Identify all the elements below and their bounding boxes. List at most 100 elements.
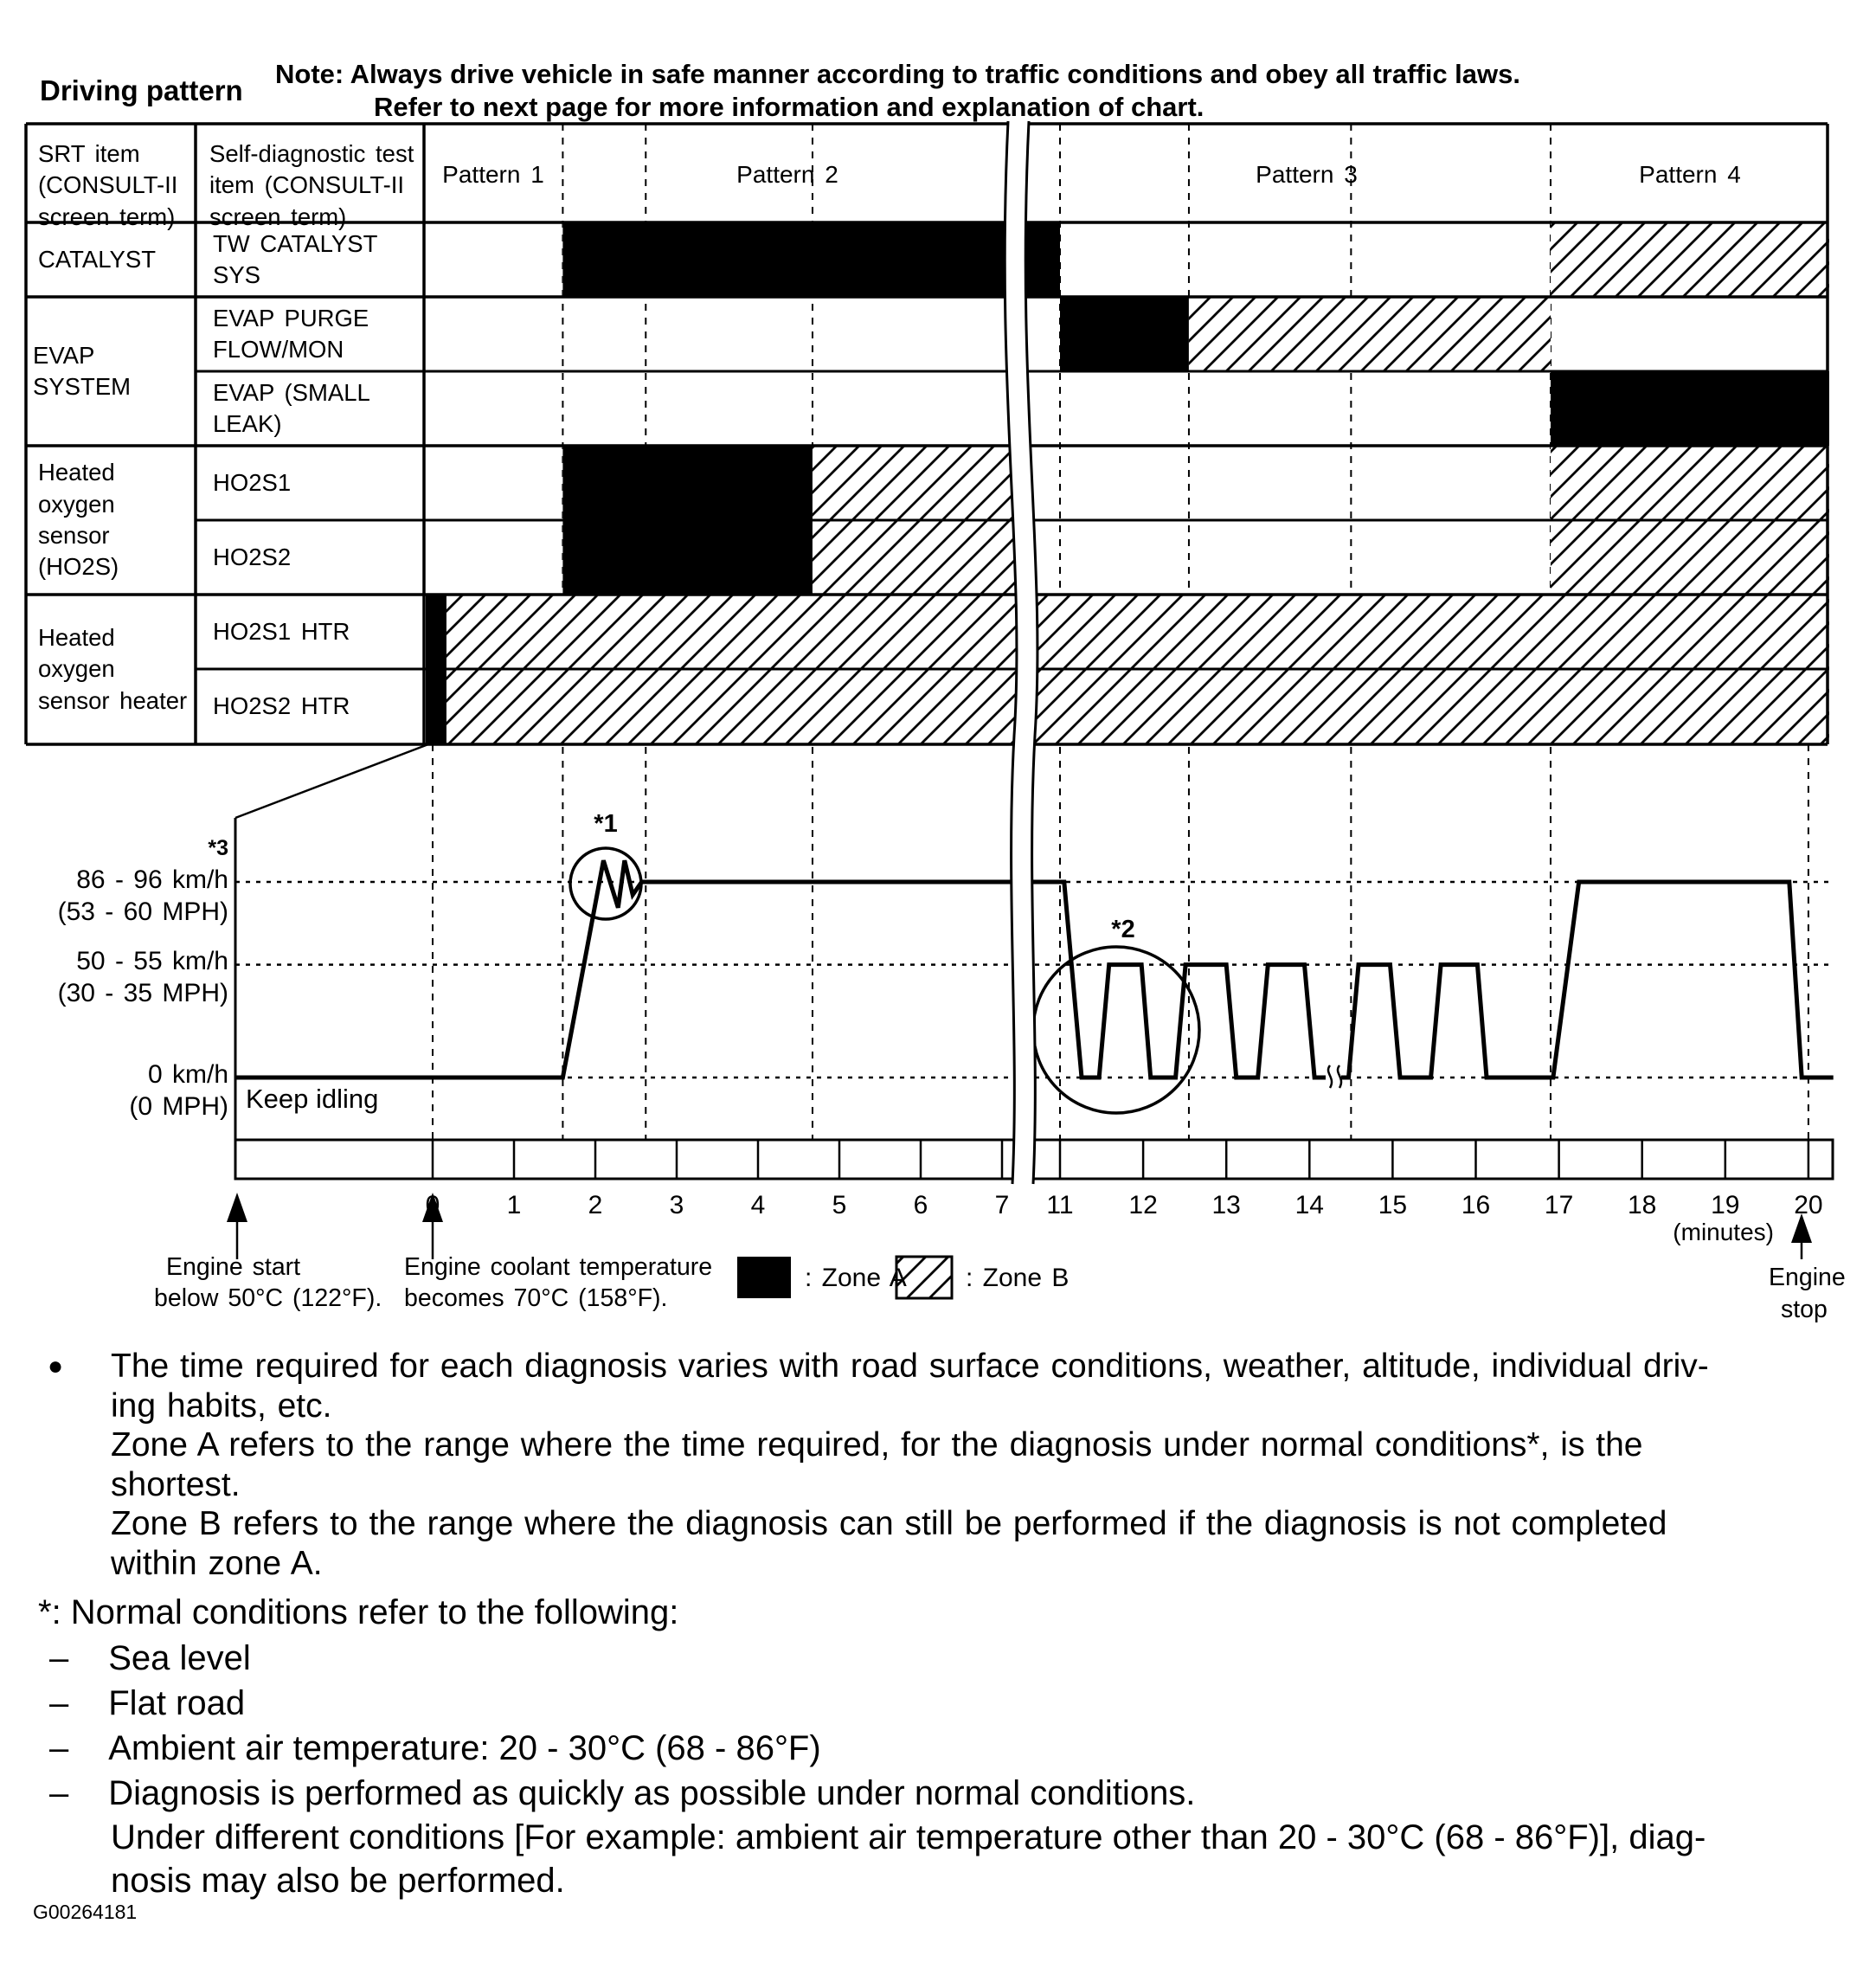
bullet-glyph: ● (48, 1352, 64, 1380)
engine-start-label-line2: below 50°C (122°F). (154, 1284, 382, 1312)
row-label-tw-catalyst-sys: TW CATALYST SYS (213, 229, 377, 288)
footnote-3-marker: *3 (208, 836, 228, 860)
bullet-paragraph: The time required for each diagnosis var… (111, 1347, 1850, 1583)
axis-break-icon (1003, 120, 1018, 1185)
zone-A-bar (426, 595, 446, 669)
minutes-unit-label: (minutes) (1673, 1219, 1774, 1245)
footnote-item-text: Flat road (108, 1684, 246, 1722)
engine-stop-label-line1: Engine (1769, 1264, 1846, 1291)
pattern-4-header: Pattern 4 (1639, 161, 1741, 188)
page-title: Driving pattern (40, 74, 243, 106)
axis-tick-label: 3 (669, 1191, 684, 1219)
row-label-evap-purge: EVAP PURGE FLOW/MON (213, 304, 369, 363)
speed-label-mid: 50 - 55 km/h (76, 947, 228, 975)
axis-tick-label: 20 (1794, 1191, 1823, 1219)
group-label-evap-system: EVAP SYSTEM (33, 341, 132, 400)
bullet-line: ing habits, etc. (111, 1386, 332, 1425)
group-label-catalyst: CATALYST (38, 245, 156, 273)
axis-tick-label: 15 (1378, 1191, 1408, 1219)
coolant-temp-label-line1: Engine coolant temperature (404, 1253, 713, 1281)
axis-tick-label: 13 (1211, 1191, 1241, 1219)
axis-tick-label: 2 (588, 1191, 603, 1219)
bullet-line: Zone A refers to the range where the tim… (111, 1426, 1643, 1464)
zone-a-swatch (737, 1257, 791, 1298)
annotation-1-circle (569, 846, 643, 921)
footnote-header: *: Normal conditions refer to the follow… (38, 1593, 679, 1631)
diagram-canvas (24, 120, 1834, 1300)
col-header-test-item: Self-diagnostic test item (CONSULT-II sc… (209, 140, 414, 230)
up-arrow-icon (1791, 1213, 1812, 1243)
zone-B-bar (446, 595, 1829, 669)
annotation-1-marker: *1 (594, 810, 618, 838)
zone-B-bar (1188, 297, 1551, 371)
up-arrow-icon (422, 1193, 443, 1222)
footnote-continuation-line: Under different conditions [For example:… (111, 1818, 1706, 1856)
footnote-item-text: Ambient air temperature: 20 - 30°C (68 -… (108, 1729, 821, 1767)
speed-label-high-mph: (53 - 60 MPH) (57, 897, 228, 926)
axis-tick-label: 19 (1711, 1191, 1740, 1219)
axis-tick-label: 0 (425, 1191, 440, 1219)
trace-break-icon (1336, 1065, 1343, 1089)
footnote-item: – Flat road (49, 1684, 245, 1723)
zone-A-bar (562, 222, 1060, 297)
annotation-2-marker: *2 (1111, 916, 1135, 943)
up-arrow-icon (227, 1193, 247, 1222)
axis-tick-label: 5 (832, 1191, 847, 1219)
axis-tick-label: 18 (1628, 1191, 1657, 1219)
axis-tick-label: 17 (1544, 1191, 1574, 1219)
axis-break-icon (1024, 120, 1039, 1185)
footnote-continuation: Under different conditions [For example:… (111, 1816, 1850, 1902)
speed-label-zero: 0 km/h (147, 1060, 228, 1089)
footnote-item: – Diagnosis is performed as quickly as po… (49, 1774, 1195, 1813)
zone-B-bar (1550, 222, 1829, 297)
pattern-2-header: Pattern 2 (736, 161, 838, 188)
pattern-3-header: Pattern 3 (1256, 161, 1358, 188)
zone-A-bar (562, 520, 813, 595)
figure-id: G00264181 (33, 1901, 138, 1923)
col-header-srt-item: SRT item (CONSULT-II screen term) (38, 140, 178, 230)
speed-label-high: 86 - 96 km/h (76, 865, 228, 894)
group-label-ho2s-heater: Heated oxygen sensor heater (38, 624, 188, 714)
zone-a-legend-label: : Zone A (805, 1264, 907, 1292)
axis-tick-label: 4 (750, 1191, 766, 1219)
group-label-ho2s: Heated oxygen sensor (HO2S) (38, 459, 119, 581)
note-line-2: Refer to next page for more information … (374, 92, 1205, 122)
row-label-ho2s2-htr: HO2S2 HTR (213, 692, 350, 720)
axis-tick-label: 6 (913, 1191, 928, 1219)
footnote-item: – Ambient air temperature: 20 - 30°C (68 … (49, 1729, 821, 1768)
axis-tick-label: 14 (1294, 1191, 1324, 1219)
axis-tick-label: 1 (506, 1191, 522, 1219)
bullet-line: shortest. (111, 1465, 241, 1503)
dash-glyph: – (49, 1684, 69, 1722)
axis-tick-label: 16 (1461, 1191, 1491, 1219)
footnote-item-text: Sea level (108, 1639, 251, 1677)
bullet-line: Zone B refers to the range where the dia… (111, 1505, 1667, 1542)
zone-A-bar (426, 669, 446, 744)
footnote-item: – Sea level (49, 1639, 251, 1678)
row-label-ho2s1: HO2S1 (213, 468, 292, 496)
zone-B-bar (812, 446, 1028, 520)
row-label-ho2s2: HO2S2 (213, 543, 292, 570)
note-line-1: Note: Always drive vehicle in safe manne… (275, 59, 1521, 89)
coolant-temp-label-line2: becomes 70°C (158°F). (404, 1284, 668, 1312)
zone-b-legend-label: : Zone B (966, 1264, 1070, 1292)
bullet-line: within zone A. (111, 1544, 323, 1582)
dash-glyph: – (49, 1774, 69, 1812)
zone-B-bar (446, 669, 1829, 744)
row-label-evap-small-leak: EVAP (SMALL LEAK) (213, 378, 369, 437)
zone-b-swatch (895, 1255, 954, 1300)
zone-B-bar (812, 520, 1028, 595)
zone-B-bar (1550, 446, 1829, 520)
zone-A-bar (562, 446, 813, 520)
axis-tick-label: 11 (1046, 1191, 1074, 1219)
footnote-item-text: Diagnosis is performed as quickly as pos… (108, 1774, 1196, 1812)
zone-B-bar (1550, 520, 1829, 595)
speed-label-zero-mph: (0 MPH) (129, 1092, 228, 1121)
axis-tick-label: 7 (994, 1191, 1010, 1219)
footnote-continuation-line: nosis may also be performed. (111, 1862, 565, 1900)
zone-A-bar (1060, 297, 1189, 371)
annotation-2-circle (1031, 945, 1201, 1115)
dash-glyph: – (49, 1639, 69, 1677)
zone-A-bar (1550, 371, 1829, 446)
